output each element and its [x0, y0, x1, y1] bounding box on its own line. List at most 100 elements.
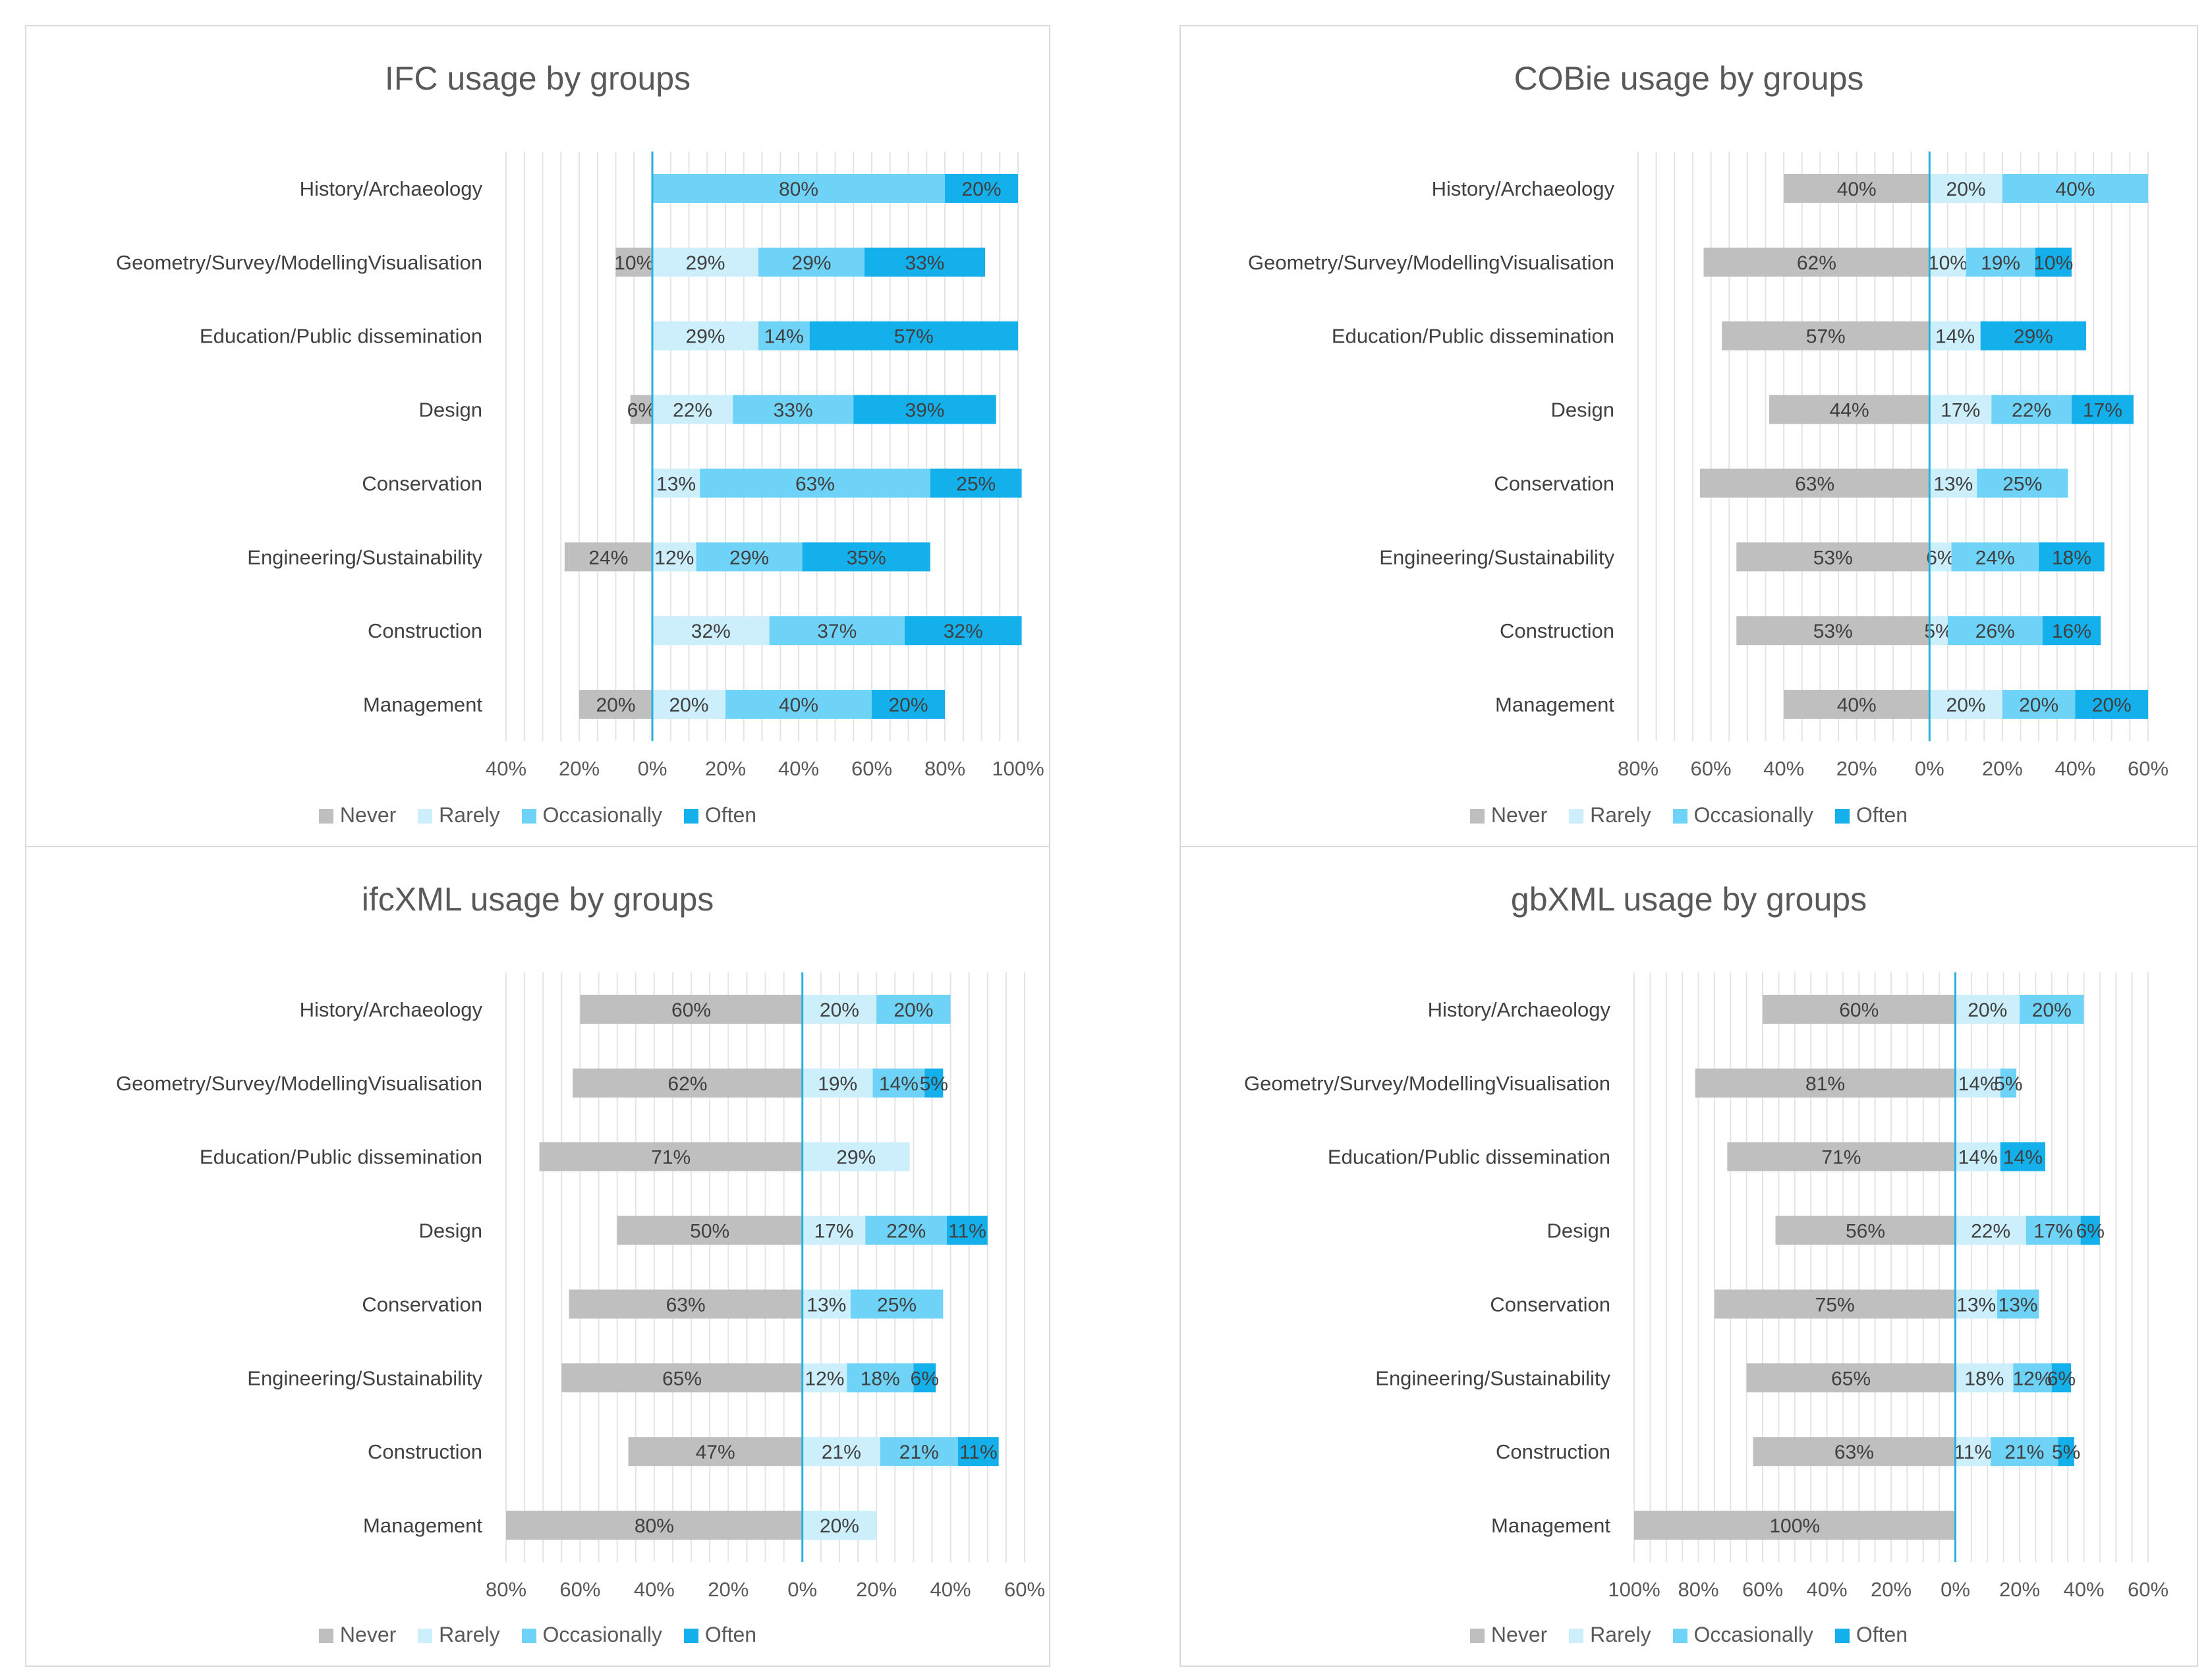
- category-label: Conservation: [1490, 1293, 1610, 1316]
- data-label: 22%: [886, 1221, 926, 1243]
- chart-panel-ifc: IFC usage by groups 40% 20% 0% 20% 40% 60% 80%…: [25, 25, 1050, 847]
- data-label: 14%: [2003, 1147, 2043, 1169]
- data-label: 12%: [654, 547, 694, 569]
- legend: Never Rarely Occasionally Often: [26, 803, 1049, 827]
- data-label: 20%: [820, 1515, 859, 1537]
- data-label: 6%: [911, 1368, 939, 1389]
- chart-svg: 80% 60% 40% 20% 0% 20% 40% 60%History/Archaeolo…: [26, 847, 1052, 1668]
- category-label: Design: [1547, 1219, 1611, 1243]
- data-label: 12%: [2012, 1368, 2052, 1389]
- legend-item-occasionally: Occasionally: [522, 803, 662, 827]
- chart-panel-ifcxml: ifcXML usage by groups 80% 60% 40% 20% 0% 20%…: [25, 846, 1050, 1667]
- x-tick-label: 60%: [1742, 1578, 1783, 1601]
- x-tick-label: 80%: [486, 1578, 526, 1601]
- category-label: Geometry/Survey/ModellingVisualisation: [1244, 1072, 1610, 1095]
- data-label: 14%: [764, 326, 804, 348]
- data-label: 20%: [2032, 999, 2072, 1021]
- data-label: 13%: [1933, 473, 1973, 495]
- data-label: 21%: [2004, 1442, 2044, 1463]
- x-tick-label: 40%: [930, 1578, 971, 1601]
- x-tick-label: 40%: [778, 757, 819, 780]
- legend-item-often: Often: [1835, 1623, 1908, 1647]
- category-label: Construction: [368, 1440, 482, 1463]
- data-label: 53%: [1813, 547, 1853, 569]
- category-label: Design: [1551, 399, 1615, 422]
- data-label: 29%: [685, 326, 725, 348]
- data-label: 35%: [847, 547, 886, 569]
- category-label: Management: [363, 693, 482, 716]
- data-label: 32%: [691, 621, 731, 642]
- category-label: Geometry/Survey/ModellingVisualisation: [1248, 251, 1614, 274]
- category-label: History/Archaeology: [1432, 177, 1615, 200]
- data-label: 10%: [614, 252, 654, 274]
- data-label: 37%: [817, 621, 857, 642]
- data-label: 22%: [2012, 400, 2051, 422]
- data-label: 80%: [635, 1515, 674, 1537]
- category-label: Management: [1491, 1514, 1610, 1537]
- legend: Never Rarely Occasionally Often: [26, 1623, 1049, 1647]
- data-label: 29%: [2014, 326, 2053, 348]
- x-tick-label: 60%: [2128, 1578, 2169, 1601]
- legend-item-often: Often: [684, 1623, 756, 1647]
- x-tick-label: 0%: [638, 757, 667, 780]
- chart-panel-gbxml: gbXML usage by groups 100% 80% 60% 40% 20% 0%…: [1179, 846, 2198, 1667]
- x-tick-label: 20%: [708, 1578, 749, 1601]
- category-label: Design: [419, 1219, 483, 1243]
- data-label: 20%: [893, 999, 933, 1021]
- x-tick-label: 0%: [1915, 757, 1944, 780]
- data-label: 20%: [596, 694, 635, 716]
- data-label: 40%: [779, 694, 818, 716]
- data-label: 33%: [905, 252, 944, 274]
- data-label: 71%: [1821, 1147, 1861, 1169]
- data-label: 60%: [1839, 999, 1879, 1021]
- x-tick-label: 60%: [1004, 1578, 1045, 1601]
- category-label: Engineering/Sustainability: [1379, 546, 1614, 569]
- data-label: 11%: [948, 1221, 986, 1243]
- x-tick-label: 40%: [2055, 757, 2095, 780]
- x-tick-label: 60%: [559, 1578, 600, 1601]
- data-label: 6%: [2076, 1221, 2105, 1243]
- legend-item-occasionally: Occasionally: [1673, 803, 1813, 827]
- data-label: 13%: [1999, 1294, 2038, 1316]
- x-tick-label: 40%: [1806, 1578, 1847, 1601]
- data-label: 33%: [774, 400, 813, 422]
- data-label: 20%: [961, 179, 1001, 200]
- category-label: Management: [1495, 693, 1614, 716]
- x-tick-label: 100%: [992, 757, 1044, 780]
- legend: Never Rarely Occasionally Often: [1181, 1623, 2197, 1647]
- data-label: 14%: [1958, 1073, 1998, 1095]
- data-label: 21%: [822, 1442, 861, 1463]
- data-label: 14%: [879, 1073, 919, 1095]
- x-tick-label: 40%: [634, 1578, 675, 1601]
- legend-item-never: Never: [319, 803, 396, 827]
- legend-item-never: Never: [1470, 803, 1547, 827]
- data-label: 5%: [2052, 1442, 2080, 1463]
- data-label: 6%: [2047, 1368, 2076, 1389]
- category-label: History/Archaeology: [300, 177, 483, 200]
- data-label: 40%: [1837, 179, 1877, 200]
- x-tick-label: 40%: [2063, 1578, 2104, 1601]
- category-label: Education/Public dissemination: [200, 325, 482, 348]
- data-label: 29%: [791, 252, 831, 274]
- legend-item-rarely: Rarely: [418, 1623, 499, 1647]
- data-label: 13%: [1956, 1294, 1996, 1316]
- category-label: Conservation: [362, 1293, 482, 1316]
- data-label: 20%: [888, 694, 928, 716]
- legend-item-never: Never: [319, 1623, 396, 1647]
- data-label: 20%: [1968, 999, 2007, 1021]
- category-label: Management: [363, 1514, 482, 1537]
- data-label: 29%: [685, 252, 725, 274]
- data-label: 20%: [2019, 694, 2058, 716]
- data-label: 32%: [944, 621, 983, 642]
- data-label: 10%: [2033, 252, 2073, 274]
- legend-item-rarely: Rarely: [1569, 1623, 1651, 1647]
- data-label: 75%: [1815, 1294, 1855, 1316]
- data-label: 19%: [818, 1073, 857, 1095]
- data-label: 60%: [671, 999, 711, 1021]
- data-label: 65%: [662, 1368, 702, 1389]
- data-label: 65%: [1831, 1368, 1871, 1389]
- category-label: Conservation: [362, 472, 482, 495]
- data-label: 63%: [795, 473, 835, 495]
- data-label: 20%: [669, 694, 708, 716]
- x-tick-label: 20%: [559, 757, 600, 780]
